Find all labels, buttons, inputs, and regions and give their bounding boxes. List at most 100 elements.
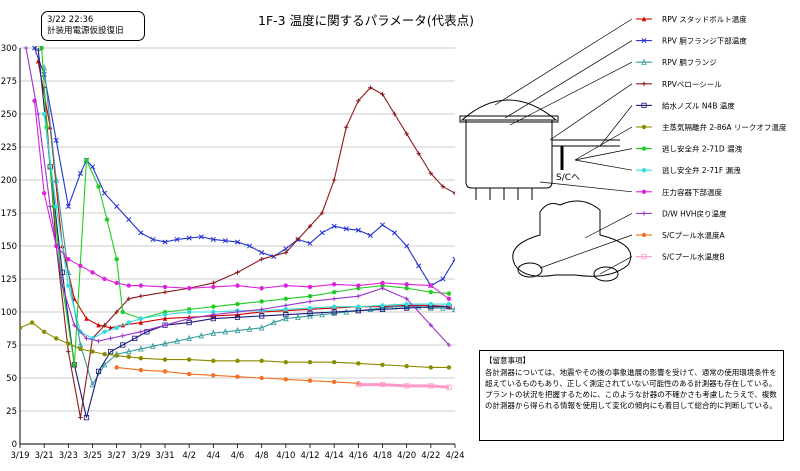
y-tick-label: 0 bbox=[12, 440, 17, 450]
data-point bbox=[283, 359, 289, 365]
data-point bbox=[380, 303, 385, 308]
data-point bbox=[222, 328, 229, 335]
legend-item: S/Cプール水温度B bbox=[636, 252, 725, 262]
data-point bbox=[211, 309, 216, 315]
y-tick-label: 300 bbox=[1, 44, 17, 54]
data-point bbox=[307, 305, 313, 311]
data-point bbox=[331, 177, 337, 183]
data-point bbox=[90, 270, 95, 275]
data-point bbox=[428, 323, 434, 328]
data-point bbox=[66, 349, 71, 354]
data-point bbox=[222, 238, 228, 244]
data-point bbox=[78, 346, 83, 352]
data-point bbox=[440, 276, 446, 282]
pointer-line bbox=[509, 61, 633, 126]
legend-item: 圧力容器下部温度 bbox=[636, 187, 722, 197]
notes-heading: 【留意事項】 bbox=[485, 356, 530, 365]
data-point bbox=[41, 111, 47, 117]
x-tick-labels: 3/19 3/21 3/23 3/25 3/27 3/29 3/31 4/2 4/4 4/6 4/8… bbox=[10, 451, 464, 461]
data-point bbox=[428, 301, 434, 307]
x-tick-label: 4/18 bbox=[373, 451, 392, 461]
data-point bbox=[428, 290, 434, 295]
data-point bbox=[259, 313, 265, 319]
data-point bbox=[331, 309, 337, 316]
data-point bbox=[108, 336, 113, 341]
data-point bbox=[356, 361, 361, 366]
y-tick-label: 50 bbox=[6, 374, 17, 384]
data-point bbox=[198, 234, 204, 240]
data-point bbox=[307, 240, 313, 246]
chart-legend: RPV スタッドボルト温度 RPV 胴フランジ下部温度 RPV 胴フランジ RPVベロ… bbox=[636, 14, 787, 262]
data-point bbox=[132, 335, 138, 342]
data-point bbox=[104, 217, 110, 222]
legend-swatch-marker bbox=[641, 211, 647, 216]
pointer-line bbox=[549, 83, 633, 141]
data-point bbox=[259, 375, 264, 381]
data-point bbox=[72, 362, 77, 367]
series-line bbox=[43, 113, 449, 340]
series-line bbox=[41, 47, 449, 365]
data-point bbox=[102, 329, 107, 334]
data-point bbox=[211, 280, 216, 286]
legend-item: D/W HVH戻り温度 bbox=[636, 208, 727, 218]
legend-item: RPVベローシール bbox=[636, 80, 722, 89]
data-point bbox=[138, 367, 144, 373]
x-tick-label: 4/24 bbox=[445, 451, 464, 461]
data-point bbox=[84, 316, 89, 321]
data-point bbox=[295, 313, 301, 320]
data-point bbox=[102, 190, 108, 196]
data-point bbox=[102, 276, 107, 282]
data-point bbox=[41, 191, 47, 196]
data-point bbox=[380, 286, 385, 291]
data-point bbox=[66, 283, 71, 288]
y-tick-label: 125 bbox=[1, 275, 17, 285]
data-point bbox=[307, 284, 313, 290]
data-point bbox=[234, 239, 241, 245]
data-point bbox=[380, 362, 385, 367]
data-point bbox=[41, 71, 47, 77]
pointer-line bbox=[574, 159, 633, 171]
pointer-line bbox=[599, 105, 633, 147]
data-point bbox=[379, 304, 386, 311]
legend-label: RPV 胴フランジ下部温度 bbox=[662, 36, 747, 46]
data-point bbox=[404, 282, 409, 287]
data-point bbox=[416, 151, 421, 156]
data-point bbox=[367, 305, 374, 312]
data-point bbox=[404, 243, 410, 249]
data-point bbox=[235, 270, 240, 275]
legend-label: RPVベローシール bbox=[662, 80, 722, 89]
data-point bbox=[114, 257, 119, 262]
series-line bbox=[358, 383, 450, 389]
data-point bbox=[41, 329, 47, 334]
data-point bbox=[404, 383, 410, 389]
notes-body: 各計測器については、地震やその後の事象進展の影響を受けて、通常の使用環境条件を超… bbox=[485, 368, 777, 410]
data-point bbox=[380, 92, 385, 97]
data-point bbox=[211, 358, 216, 364]
pointer-line bbox=[494, 18, 633, 106]
data-point bbox=[446, 291, 452, 296]
x-tick-label: 4/20 bbox=[397, 451, 416, 461]
data-point bbox=[89, 164, 96, 170]
data-point bbox=[307, 293, 313, 299]
data-point bbox=[283, 315, 289, 322]
main-steam-line bbox=[552, 139, 620, 147]
data-point bbox=[126, 354, 131, 360]
data-point bbox=[90, 349, 95, 354]
x-tick-label: 4/14 bbox=[325, 451, 344, 461]
pointer-line bbox=[539, 181, 633, 193]
data-point bbox=[126, 320, 131, 325]
data-point bbox=[331, 309, 337, 315]
data-point bbox=[138, 329, 144, 334]
data-point bbox=[295, 237, 301, 242]
data-point bbox=[138, 345, 144, 352]
x-tick-label: 3/21 bbox=[35, 451, 54, 461]
data-point bbox=[138, 356, 144, 361]
pointer-line bbox=[574, 148, 633, 161]
torus-right bbox=[593, 266, 619, 282]
data-point bbox=[428, 383, 434, 389]
data-point bbox=[446, 296, 452, 301]
x-tick-label: 4/10 bbox=[276, 451, 295, 461]
notes-box: 【留意事項】 各計測器については、地震やその後の事象進展の影響を受けて、通常の使… bbox=[479, 350, 784, 441]
data-point bbox=[95, 368, 102, 375]
data-point bbox=[114, 280, 119, 286]
